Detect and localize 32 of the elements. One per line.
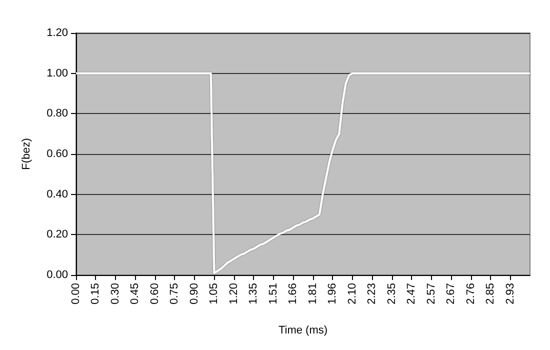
x-tick-label: 2.10 [346,283,358,304]
x-tick-label: 0.00 [70,283,82,304]
y-tick-label: 1.20 [46,27,68,39]
y-tick-label: 0.40 [46,188,68,200]
x-tick-label: 2.35 [386,283,398,304]
y-tick-label: 0.20 [46,228,68,241]
x-tick-label: 0.30 [109,283,122,304]
x-tick-label: 2.47 [406,283,418,304]
x-tick-label: 1.05 [208,283,220,304]
x-tick-label: 2.93 [504,283,516,304]
x-tick-label: 1.66 [287,283,300,304]
x-tick-label: 0.75 [168,283,181,304]
x-tick-label: 1.96 [326,283,339,304]
x-tick-label: 1.81 [306,283,319,304]
y-tick-label: 1.00 [46,67,68,80]
x-tick-label: 2.67 [445,283,458,304]
x-tick-label: 0.45 [129,283,142,304]
y-axis-title: F(bez) [20,138,32,170]
x-tick-label: 1.20 [228,283,240,304]
x-tick-label: 0.60 [148,283,161,304]
y-tick-label: 0.60 [46,148,68,160]
x-axis-title: Time (ms) [278,324,328,336]
x-tick-label: 2.57 [425,283,438,304]
x-tick-label: 2.85 [484,283,497,304]
x-tick-label: 0.15 [90,283,102,304]
y-tick-label: 0.00 [46,269,68,281]
x-tick-label: 2.76 [464,283,477,304]
y-tick-label: 0.80 [46,108,68,120]
x-tick-label: 2.23 [366,283,378,304]
x-tick-label: 0.90 [188,283,200,304]
x-tick-label: 1.35 [248,283,260,304]
x-tick-label: 1.51 [267,283,280,304]
